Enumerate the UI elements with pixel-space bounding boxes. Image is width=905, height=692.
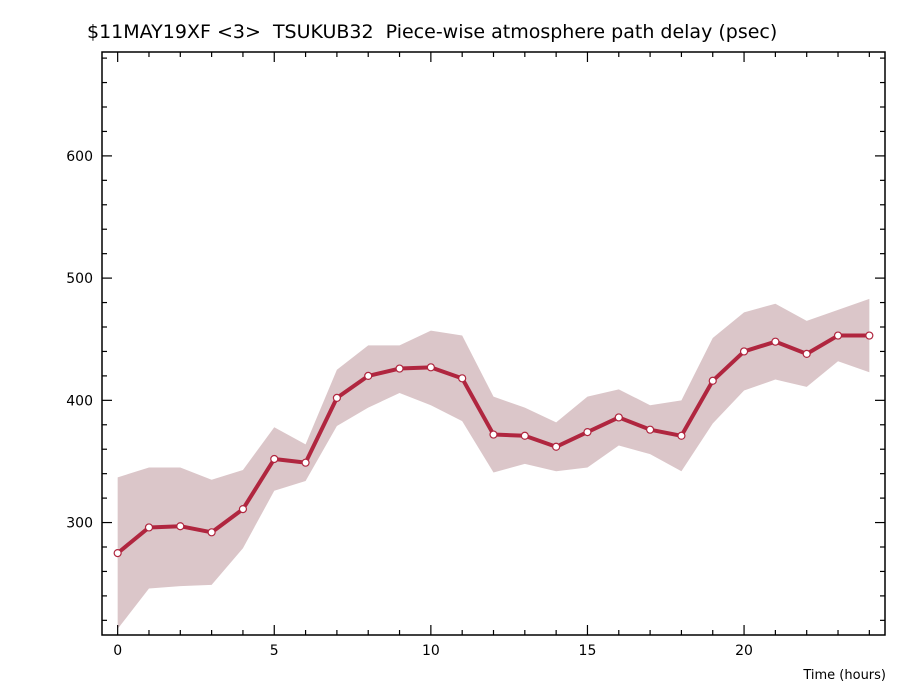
data-point (238, 505, 248, 514)
data-point (802, 349, 811, 358)
data-point (708, 376, 717, 385)
data-point (207, 528, 216, 537)
data-point (144, 523, 154, 532)
data-point (489, 430, 498, 439)
x-tick-label: 0 (113, 643, 122, 659)
data-point (833, 331, 843, 340)
x-tick-label: 10 (422, 643, 440, 659)
data-points-layer (113, 331, 874, 558)
data-point (865, 331, 874, 340)
chart-title: $11MAY19XF <3> TSUKUB32 Piece-wise atmos… (87, 21, 777, 43)
data-point (113, 549, 122, 558)
data-point (520, 431, 529, 440)
y-tick-label: 500 (66, 271, 93, 287)
data-point (614, 413, 623, 422)
data-point (426, 363, 435, 372)
x-tick-label: 20 (735, 643, 753, 659)
y-tick-label: 300 (66, 516, 93, 532)
y-tick-label: 400 (66, 393, 93, 409)
data-point (458, 374, 467, 383)
y-tick-label: 600 (66, 149, 93, 165)
x-tick-label: 15 (579, 643, 597, 659)
x-tick-label: 5 (270, 643, 279, 659)
error-band-0 (117, 298, 870, 629)
data-point (583, 428, 592, 437)
data-point (552, 442, 561, 451)
data-point (395, 364, 404, 373)
data-point (677, 431, 686, 440)
error-band-layer (117, 298, 870, 629)
data-point (176, 522, 185, 531)
data-point (270, 454, 279, 464)
axis-ticks-layer: 0 5 10 15 20 300 400 500 600 (66, 52, 885, 659)
data-point (645, 425, 655, 434)
data-point (332, 393, 341, 402)
data-point (771, 337, 780, 346)
data-point (364, 371, 373, 380)
x-axis-label: Time (hours) (802, 668, 886, 683)
data-point (739, 347, 749, 356)
data-point (301, 458, 310, 467)
